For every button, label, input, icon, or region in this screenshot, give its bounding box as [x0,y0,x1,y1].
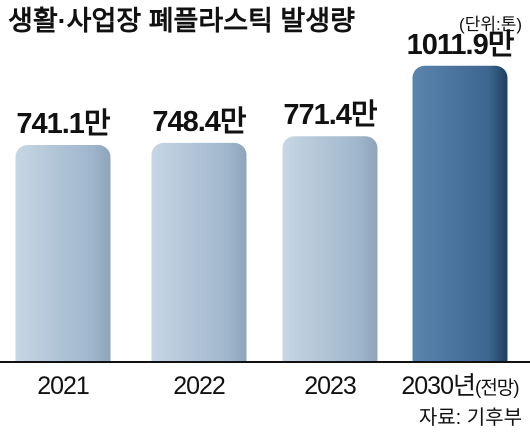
data-label-2030년: 1011.9만 [407,28,515,61]
x-labels-layer: 2021 2022 2023 2030년(전망) [37,372,520,400]
baseline-mask [0,363,530,377]
source-note: 자료: 기후부 [419,406,522,429]
data-label-2022: 748.4만 [152,105,247,138]
x-tick-label-2: 2023 [304,372,356,400]
bar-2022 [151,142,247,374]
bar-2021 [15,145,111,374]
value-labels-layer: 741.1만 748.4만 771.4만 1011.9만 [16,28,515,140]
x-tick-label-1: 2022 [173,372,225,400]
bar-2030년 [412,65,508,374]
chart-unit: (단위:톤) [459,15,522,34]
chart-title: 생활·사업장 폐플라스틱 발생량 [8,6,355,36]
x-tick-label-0: 2021 [37,372,89,400]
data-label-2023: 771.4만 [283,98,378,131]
data-label-2021: 741.1만 [16,107,111,140]
bars-layer [0,65,530,377]
x-tick-label-3: 2030년(전망) [401,372,519,400]
bar-2023 [282,136,378,374]
